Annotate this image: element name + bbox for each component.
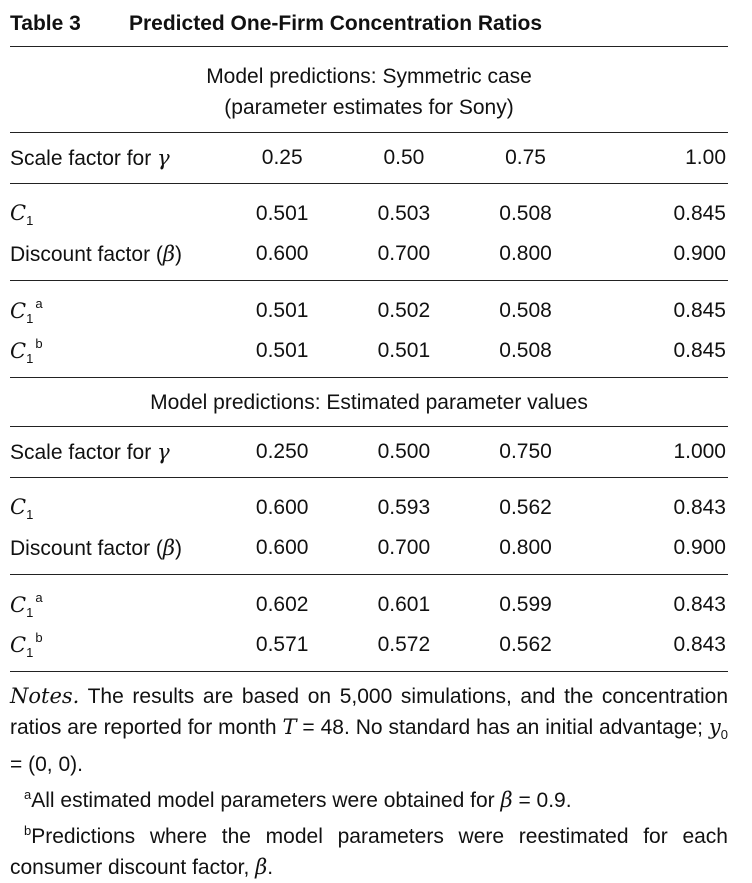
- table-cell: 0.845: [586, 280, 728, 331]
- row-label: C1b: [10, 630, 43, 660]
- table-cell: 0.800: [499, 242, 552, 265]
- section2-table: Scale factor for γ 0.250 0.500 0.750 1.0…: [10, 426, 728, 671]
- table-document: Table 3 Predicted One-Firm Concentration…: [10, 0, 728, 883]
- table-cell: 0.843: [586, 574, 728, 625]
- table-notes: Notes. The results are based on 5,000 si…: [10, 671, 728, 883]
- row-label: Discount factor (β): [10, 241, 183, 266]
- table-cell: 0.843: [673, 633, 726, 656]
- row-label: Scale factor for γ: [10, 426, 222, 478]
- table-cell: 0.502: [343, 280, 465, 331]
- table-cell: 0.562: [464, 477, 587, 528]
- table-cell: 0.845: [673, 339, 726, 362]
- table-cell: 0.501: [377, 339, 431, 362]
- footnote-a: aAll estimated model parameters were obt…: [24, 787, 572, 812]
- table-cell: 0.601: [343, 574, 465, 625]
- table-cell: 0.900: [673, 242, 726, 265]
- section1-discount-row: Discount factor (β) 0.600 0.700 0.800 0.…: [10, 234, 728, 281]
- table-label: Table 3: [10, 12, 81, 35]
- table-cell: 0.845: [586, 183, 728, 234]
- table-cell: 0.599: [464, 574, 587, 625]
- table-cell: 0.602: [221, 574, 344, 625]
- section2-heading: Model predictions: Estimated parameter v…: [150, 391, 588, 414]
- gamma-symbol: γ: [157, 145, 170, 170]
- table-cell: 0.250: [221, 426, 344, 478]
- table-cell: 0.600: [255, 242, 309, 265]
- section2-c1a-row: C1a 0.602 0.601 0.599 0.843: [10, 574, 728, 625]
- top-rule: [10, 46, 728, 47]
- section1-heading-line2: (parameter estimates for Sony): [224, 96, 514, 119]
- row-label: C1a: [10, 574, 222, 625]
- table-cell: 0.593: [343, 477, 465, 528]
- table-cell: 0.700: [377, 242, 431, 265]
- table-cell: 0.800: [499, 536, 552, 559]
- table-cell: 0.501: [221, 280, 344, 331]
- table-cell: 0.750: [464, 426, 587, 478]
- table-cell: 1.000: [586, 426, 728, 478]
- section2-scale-row: Scale factor for γ 0.250 0.500 0.750 1.0…: [10, 426, 728, 478]
- row-label: C1b: [10, 336, 43, 366]
- table-cell: 0.501: [255, 339, 309, 362]
- table-cell: 0.50: [343, 132, 465, 184]
- section2-c1-row: C1 0.600 0.593 0.562 0.843: [10, 477, 728, 528]
- beta-symbol: β: [162, 241, 176, 266]
- table-cell: 0.508: [464, 183, 587, 234]
- notes-lead: Notes.: [10, 684, 80, 708]
- section1-c1a-row: C1a 0.501 0.502 0.508 0.845: [10, 280, 728, 331]
- section1-c1b-row: C1b 0.501 0.501 0.508 0.845: [10, 331, 728, 377]
- footnote-b: bPredictions where the model parameters …: [10, 823, 728, 879]
- table-title-row: Table 3 Predicted One-Firm Concentration…: [10, 12, 728, 46]
- table-cell: 0.508: [499, 339, 552, 362]
- table-cell: 0.501: [221, 183, 344, 234]
- beta-symbol: β: [162, 535, 176, 560]
- section2-discount-row: Discount factor (β) 0.600 0.700 0.800 0.…: [10, 528, 728, 575]
- table-cell: 0.843: [586, 477, 728, 528]
- table-cell: 0.900: [673, 536, 726, 559]
- table-cell: 0.75: [464, 132, 587, 184]
- section1-table: Scale factor for γ 0.25 0.50 0.75 1.00 C…: [10, 132, 728, 377]
- table-cell: 0.562: [499, 633, 552, 656]
- table-cell: 0.508: [464, 280, 587, 331]
- table-cell: 0.700: [377, 536, 431, 559]
- row-label: C1a: [10, 280, 222, 331]
- row-label: Discount factor (β): [10, 535, 183, 560]
- row-label: Scale factor for γ: [10, 132, 222, 184]
- gamma-symbol: γ: [157, 439, 170, 464]
- table-cell: 1.00: [586, 132, 728, 184]
- table-cell: 0.25: [221, 132, 344, 184]
- section1-heading-line1: Model predictions: Symmetric case: [206, 65, 532, 88]
- section1-c1-row: C1 0.501 0.503 0.508 0.845: [10, 183, 728, 234]
- table-cell: 0.500: [343, 426, 465, 478]
- notes-paragraph: Notes. The results are based on 5,000 si…: [10, 684, 729, 776]
- table-cell: 0.572: [377, 633, 431, 656]
- section2-c1b-row: C1b 0.571 0.572 0.562 0.843: [10, 625, 728, 671]
- table-cell: 0.571: [255, 633, 309, 656]
- section1-heading: Model predictions: Symmetric case (param…: [10, 47, 728, 132]
- row-label: C1: [10, 477, 222, 528]
- section1-scale-row: Scale factor for γ 0.25 0.50 0.75 1.00: [10, 132, 728, 184]
- table-cell: 0.600: [221, 477, 344, 528]
- row-label: C1: [10, 183, 222, 234]
- table-title: Predicted One-Firm Concentration Ratios: [129, 12, 543, 35]
- table-cell: 0.503: [343, 183, 465, 234]
- section-divider: [10, 377, 728, 378]
- table-cell: 0.600: [255, 536, 309, 559]
